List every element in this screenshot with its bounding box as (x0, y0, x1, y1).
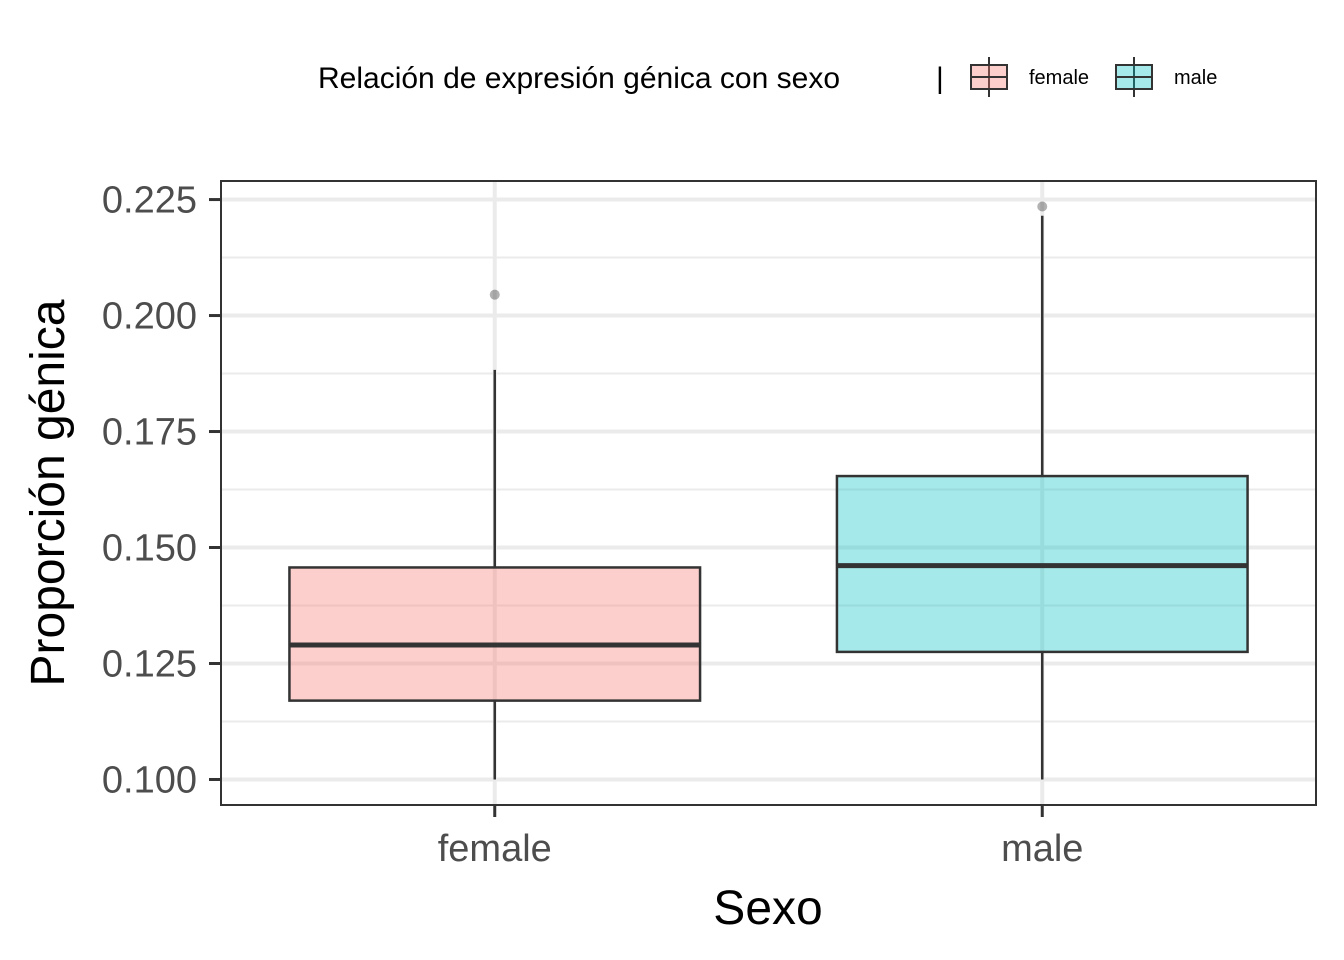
panel-border (220, 180, 1317, 806)
box-female (288, 289, 702, 780)
outlier-point (1037, 201, 1048, 212)
x-axis-title: Sexo (713, 882, 822, 935)
legend-label-female: female (1029, 67, 1089, 89)
y-tick-label: 0.175 (102, 412, 197, 454)
y-tick-label: 0.200 (102, 296, 197, 338)
legend-title: Relación de expresión génica con sexo (318, 62, 840, 95)
y-tick-label: 0.100 (102, 759, 197, 801)
y-axis: 0.100 0.125 0.150 0.175 0.200 0.225 (102, 180, 221, 801)
outlier-point (489, 289, 500, 300)
boxes (288, 201, 1249, 780)
y-tick-label: 0.125 (102, 643, 197, 685)
plot-panel (220, 180, 1317, 806)
x-tick-label: female (438, 828, 552, 870)
x-tick-label: male (1001, 828, 1083, 870)
legend-key-male (1115, 57, 1153, 97)
box-male (835, 201, 1249, 780)
legend-entries: female male (970, 57, 1217, 97)
legend: Relación de expresión génica con sexo | … (318, 57, 1217, 97)
legend-label-male: male (1174, 67, 1217, 89)
y-axis-title: Proporción génica (22, 299, 75, 686)
y-tick-label: 0.150 (102, 528, 197, 570)
legend-separator: | (936, 62, 944, 95)
legend-key-female (970, 57, 1008, 97)
gridlines (221, 181, 1316, 805)
y-tick-label: 0.225 (102, 180, 197, 222)
box-body (288, 566, 702, 702)
x-axis: female male (438, 805, 1083, 870)
